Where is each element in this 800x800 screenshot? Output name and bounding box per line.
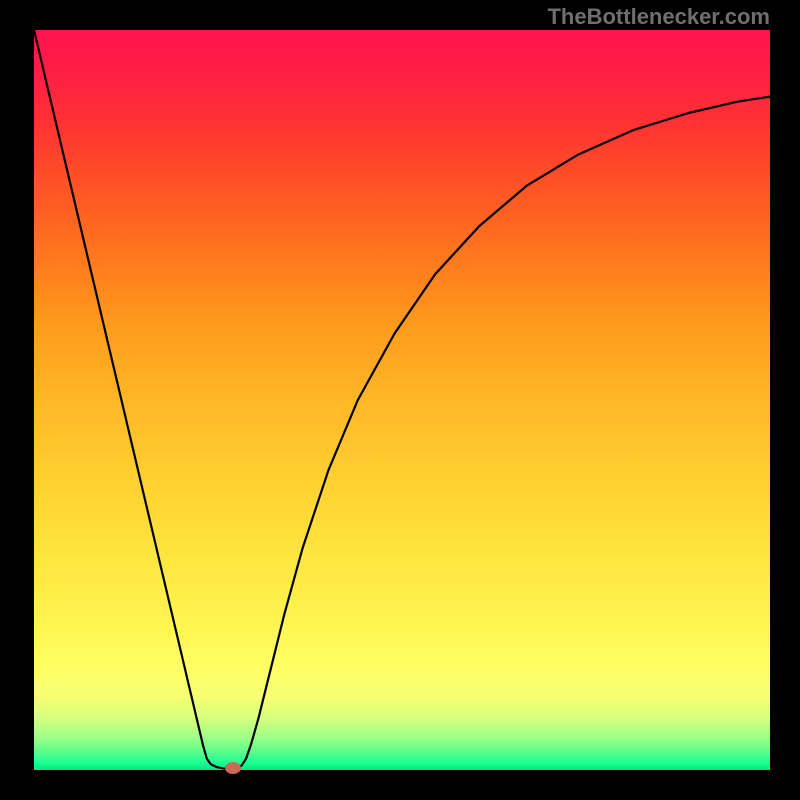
bottleneck-curve [34, 30, 770, 769]
plot-area [34, 30, 770, 770]
min-marker-dot [225, 762, 241, 774]
attribution-label: TheBottlenecker.com [547, 4, 770, 30]
curve-overlay [34, 30, 770, 770]
chart-container: TheBottlenecker.com [0, 0, 800, 800]
